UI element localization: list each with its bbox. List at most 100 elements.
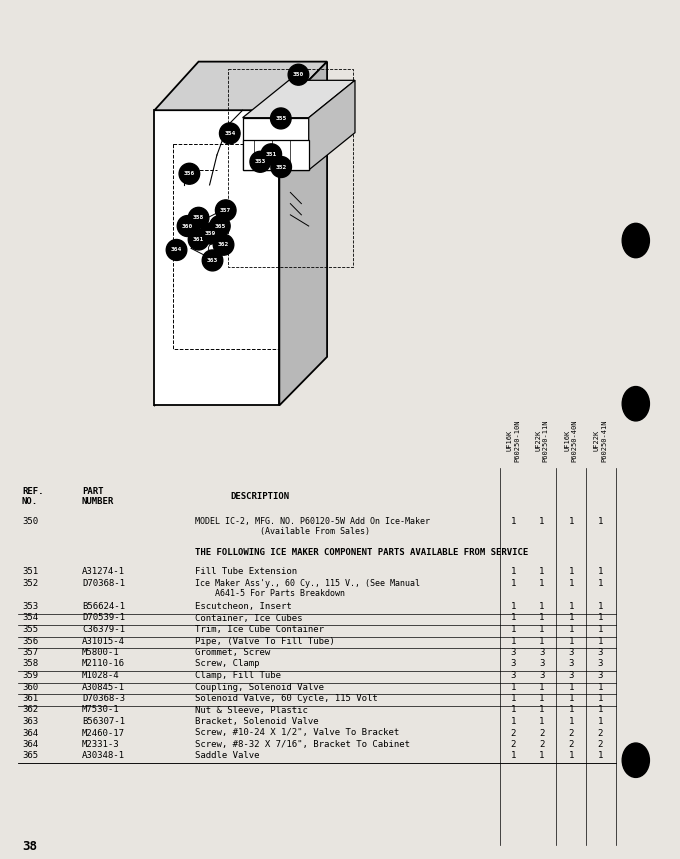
Text: 360: 360 (182, 223, 193, 228)
Text: D70368-3: D70368-3 (82, 694, 125, 703)
Text: 365: 365 (214, 223, 226, 228)
Text: 2: 2 (511, 728, 516, 738)
Text: 365: 365 (22, 752, 38, 760)
Polygon shape (279, 62, 327, 405)
Text: M7530-1: M7530-1 (82, 705, 120, 715)
Text: 1: 1 (568, 517, 574, 526)
Circle shape (202, 250, 223, 271)
Text: 351: 351 (22, 568, 38, 576)
Polygon shape (309, 81, 355, 170)
Text: Ice Maker Ass'y., 60 Cy., 115 V., (See Manual: Ice Maker Ass'y., 60 Cy., 115 V., (See M… (195, 579, 420, 588)
Text: 1: 1 (511, 717, 516, 726)
Circle shape (214, 235, 234, 255)
Text: 1: 1 (511, 683, 516, 691)
Text: Screw, Clamp: Screw, Clamp (195, 660, 260, 668)
Text: 363: 363 (207, 258, 218, 263)
Text: Clamp, Fill Tube: Clamp, Fill Tube (195, 671, 281, 680)
Text: 3: 3 (511, 671, 516, 680)
Text: DESCRIPTION: DESCRIPTION (230, 492, 289, 501)
Text: UF16K
P60250-10N: UF16K P60250-10N (507, 419, 520, 462)
Text: UF22K
P60250-41N: UF22K P60250-41N (594, 419, 607, 462)
Text: 1: 1 (568, 705, 574, 715)
Text: 1: 1 (598, 613, 603, 623)
Text: 1: 1 (568, 568, 574, 576)
Text: 350: 350 (293, 72, 304, 77)
Text: 1: 1 (598, 568, 603, 576)
Text: 38: 38 (22, 840, 37, 853)
Text: 350: 350 (22, 517, 38, 526)
Circle shape (177, 216, 198, 236)
Text: 1: 1 (539, 694, 545, 703)
Text: D70539-1: D70539-1 (82, 613, 125, 623)
Text: THE FOLLOWING ICE MAKER COMPONENT PARTS AVAILABLE FROM SERVICE: THE FOLLOWING ICE MAKER COMPONENT PARTS … (195, 548, 528, 557)
Text: 1: 1 (568, 752, 574, 760)
Text: 3: 3 (598, 660, 603, 668)
Text: M1028-4: M1028-4 (82, 671, 120, 680)
Text: 1: 1 (598, 705, 603, 715)
Text: Pipe, (Valve To Fill Tube): Pipe, (Valve To Fill Tube) (195, 637, 335, 645)
Text: NO.: NO. (22, 497, 38, 506)
Circle shape (220, 123, 240, 143)
Text: 3: 3 (568, 660, 574, 668)
Text: 1: 1 (539, 637, 545, 645)
Text: 1: 1 (511, 568, 516, 576)
Text: 1: 1 (598, 579, 603, 588)
Text: Grommet, Screw: Grommet, Screw (195, 648, 270, 657)
Text: M5800-1: M5800-1 (82, 648, 120, 657)
Text: Coupling, Solenoid Valve: Coupling, Solenoid Valve (195, 683, 324, 691)
Text: B56624-1: B56624-1 (82, 602, 125, 611)
Text: 1: 1 (568, 717, 574, 726)
Text: 354: 354 (224, 131, 235, 136)
Text: 362: 362 (218, 242, 229, 247)
Text: Screw, #10-24 X 1/2", Valve To Bracket: Screw, #10-24 X 1/2", Valve To Bracket (195, 728, 399, 738)
Text: 1: 1 (511, 625, 516, 634)
Text: 364: 364 (171, 247, 182, 253)
Text: 1: 1 (511, 705, 516, 715)
Text: A30845-1: A30845-1 (82, 683, 125, 691)
Text: M2331-3: M2331-3 (82, 740, 120, 749)
Text: Escutcheon, Insert: Escutcheon, Insert (195, 602, 292, 611)
Text: 3: 3 (539, 648, 545, 657)
Text: 363: 363 (22, 717, 38, 726)
Text: 2: 2 (568, 740, 574, 749)
Text: 352: 352 (275, 165, 287, 169)
Text: 3: 3 (511, 648, 516, 657)
Text: UF22K
P60250-11N: UF22K P60250-11N (535, 419, 549, 462)
Circle shape (188, 207, 209, 228)
Text: 351: 351 (266, 152, 277, 157)
Text: Nut & Sleeve, Plastic: Nut & Sleeve, Plastic (195, 705, 308, 715)
Text: 3: 3 (568, 671, 574, 680)
Text: 3: 3 (539, 671, 545, 680)
Text: 355: 355 (275, 116, 286, 121)
Text: 1: 1 (568, 683, 574, 691)
Circle shape (200, 223, 220, 244)
Text: 355: 355 (22, 625, 38, 634)
Text: 3: 3 (539, 660, 545, 668)
Text: 3: 3 (598, 671, 603, 680)
Text: 1: 1 (598, 752, 603, 760)
Text: 1: 1 (511, 602, 516, 611)
Text: 1: 1 (568, 579, 574, 588)
Text: 1: 1 (539, 568, 545, 576)
Polygon shape (243, 140, 309, 170)
Text: NUMBER: NUMBER (82, 497, 114, 506)
Text: 1: 1 (511, 517, 516, 526)
Text: 3: 3 (511, 660, 516, 668)
Text: 1: 1 (598, 717, 603, 726)
Text: 362: 362 (22, 705, 38, 715)
Text: 1: 1 (539, 683, 545, 691)
Polygon shape (154, 62, 327, 110)
Circle shape (197, 236, 207, 246)
Text: 1: 1 (598, 602, 603, 611)
Text: 1: 1 (511, 752, 516, 760)
Circle shape (209, 216, 230, 236)
Text: 1: 1 (539, 752, 545, 760)
Text: 2: 2 (598, 740, 603, 749)
Text: (Available From Sales): (Available From Sales) (195, 527, 370, 536)
Text: 1: 1 (539, 625, 545, 634)
Circle shape (188, 229, 209, 250)
Text: 1: 1 (539, 602, 545, 611)
Text: 1: 1 (598, 683, 603, 691)
Text: 1: 1 (568, 613, 574, 623)
Text: 360: 360 (22, 683, 38, 691)
